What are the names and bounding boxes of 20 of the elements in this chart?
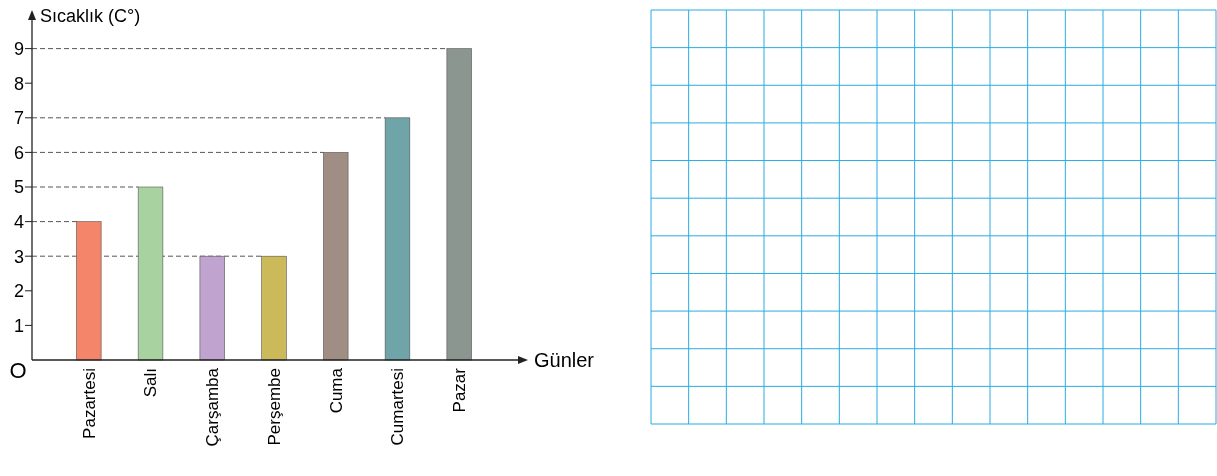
y-tick-label: 2 <box>13 281 25 302</box>
y-tick-label: 7 <box>13 108 25 129</box>
x-tick-label: Çarşamba <box>203 367 223 447</box>
y-tick-label: 6 <box>13 142 25 163</box>
y-tick-label: 1 <box>13 315 25 336</box>
x-tick-label: Salı <box>141 368 161 398</box>
y-tick-label: 8 <box>13 73 25 94</box>
x-tick-label: Cuma <box>326 367 346 414</box>
y-tick-label: 9 <box>13 38 25 59</box>
y-tick-label: 5 <box>13 177 25 198</box>
y-axis-title: Sıcaklık (C°) <box>40 6 141 26</box>
x-tick-label: Perşembe <box>264 368 284 446</box>
x-axis-title: Günler <box>534 349 595 371</box>
bar <box>384 117 411 361</box>
y-tick-label: O <box>9 357 27 383</box>
x-tick-label: Pazar <box>450 367 470 413</box>
y-tick-label: 3 <box>13 246 25 267</box>
x-tick-label: Cumartesi <box>388 368 408 446</box>
x-tick-label: Pazartesi <box>79 368 99 439</box>
y-tick-label: 4 <box>13 211 25 232</box>
